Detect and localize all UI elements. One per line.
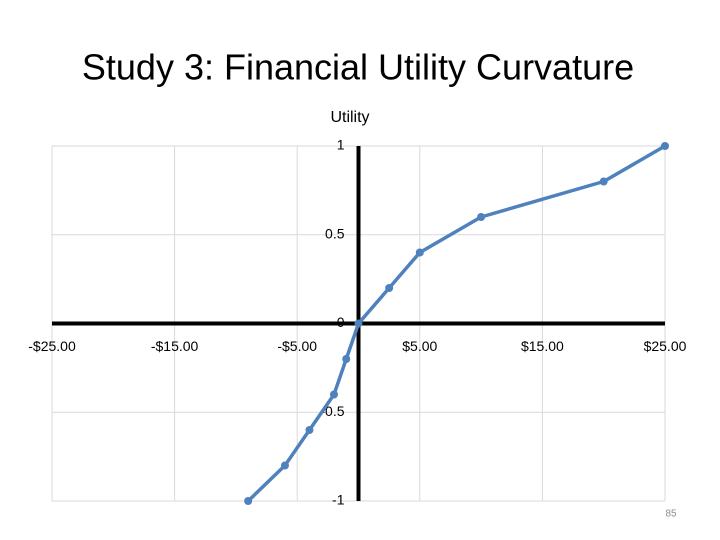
page-number: 85 xyxy=(665,509,677,520)
data-point xyxy=(244,497,253,505)
data-point xyxy=(477,213,486,221)
data-point xyxy=(599,177,608,186)
x-tick-label: $15.00 xyxy=(521,338,564,354)
data-point xyxy=(415,248,424,257)
x-tick-label: $25.00 xyxy=(644,338,687,354)
x-tick-label: $5.00 xyxy=(402,338,437,354)
data-point xyxy=(329,390,338,399)
data-point xyxy=(342,355,351,363)
data-point xyxy=(385,284,394,292)
chart-title: Study 3: Financial Utility Curvature xyxy=(82,47,634,88)
y-tick-label: -1 xyxy=(332,492,345,508)
data-point xyxy=(354,319,363,328)
data-point xyxy=(661,142,669,150)
x-tick-label: -$5.00 xyxy=(277,338,317,354)
y-tick-label: 1 xyxy=(337,137,345,153)
data-point xyxy=(280,461,289,470)
y-axis-title: Utility xyxy=(330,109,369,126)
x-tick-label: -$15.00 xyxy=(151,338,199,354)
data-point xyxy=(305,426,314,434)
x-tick-label: -$25.00 xyxy=(28,338,76,354)
y-tick-label: 0.5 xyxy=(325,225,345,241)
